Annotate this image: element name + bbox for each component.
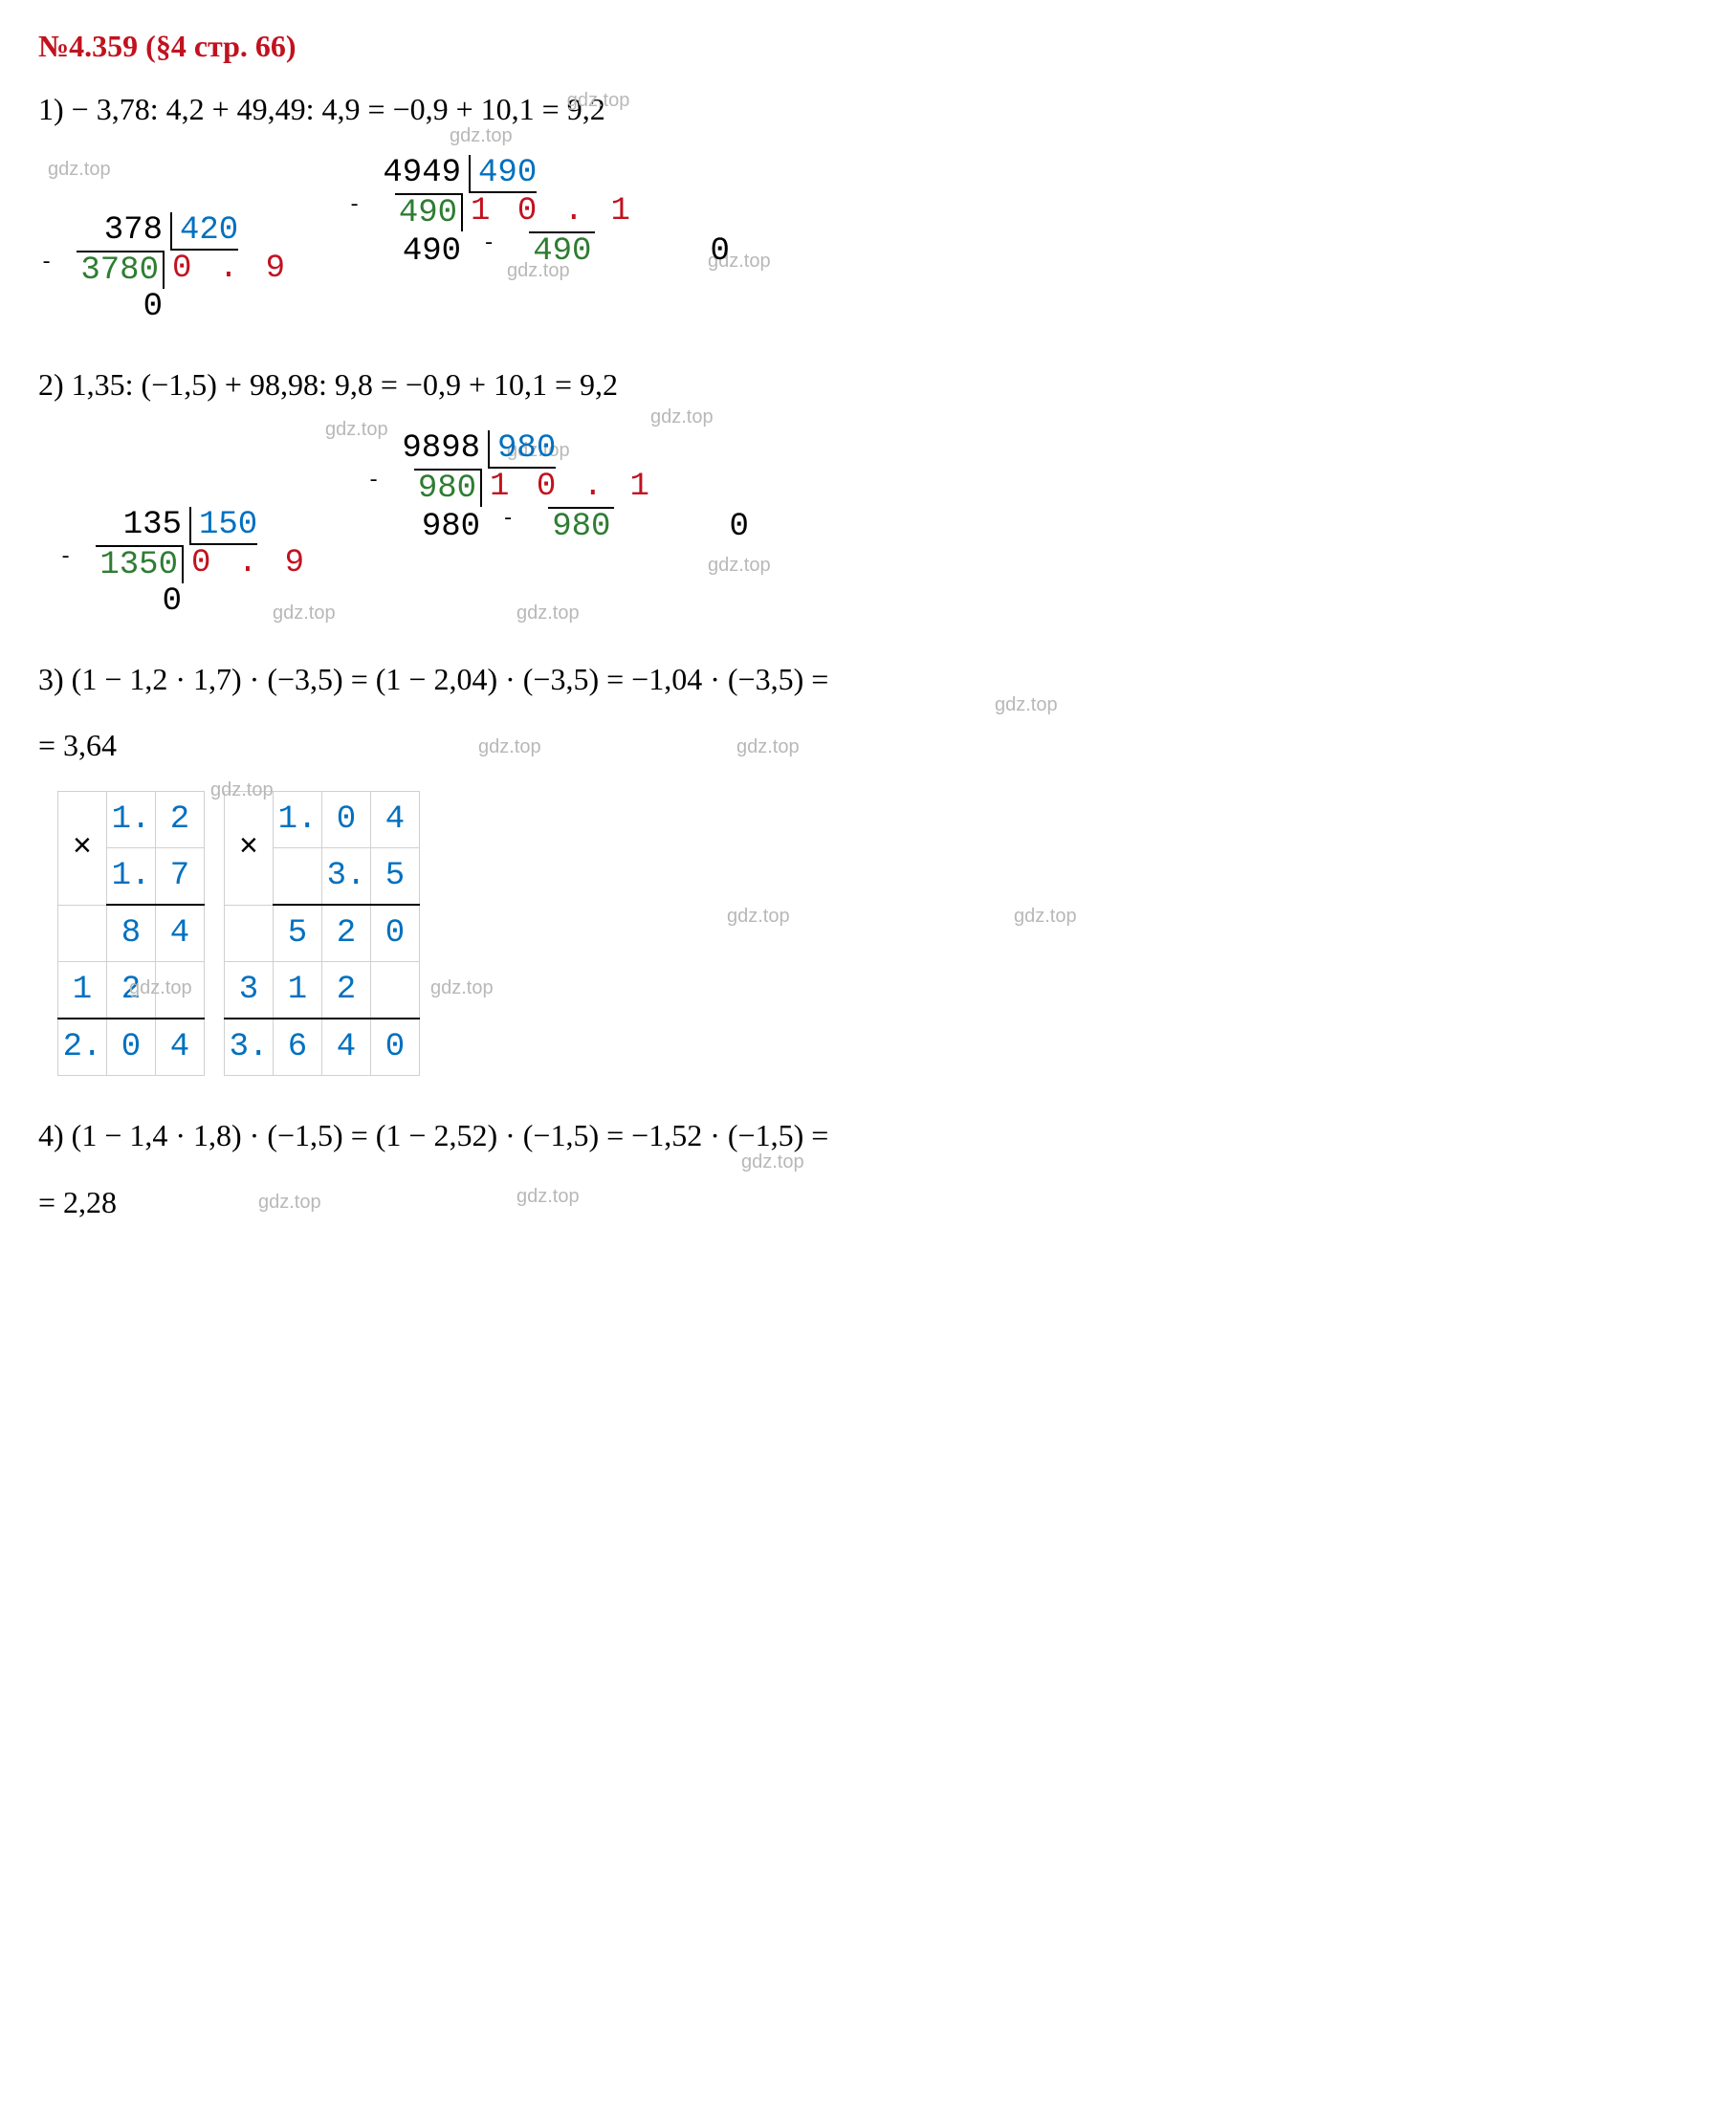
equation-3b-text: = 3,64 <box>38 728 117 762</box>
watermark: gdz.top <box>258 1189 321 1216</box>
mult-symbol: × <box>58 792 107 906</box>
long-division-4949-490: 4949 490 - 490 1 0 . 1 490 - 490 0 <box>346 155 730 270</box>
mid-value: 490 <box>403 233 461 270</box>
cell: 1. <box>107 792 156 848</box>
cell: 4 <box>322 1019 371 1076</box>
cell: 4 <box>156 1019 205 1076</box>
remainder: 0 <box>163 583 182 620</box>
watermark: gdz.top <box>708 555 771 577</box>
cell: 0 <box>371 1019 420 1076</box>
cell: 0 <box>371 905 420 962</box>
cell: 1. <box>107 848 156 906</box>
equation-4b-text: = 2,28 <box>38 1185 117 1219</box>
sub-value: 490 <box>395 193 461 231</box>
remainder: 0 <box>143 289 163 325</box>
cell: 3 <box>225 962 274 1019</box>
dividend: 4949 <box>383 155 461 191</box>
watermark: gdz.top <box>995 691 1058 718</box>
equation-line-3a: 3) (1 − 1,2 · 1,7) · (−3,5) = (1 − 2,04)… <box>38 658 1698 701</box>
watermark: gdz.top <box>736 734 800 760</box>
long-division-378-420: 378 420 - 3780 0 . 9 0 <box>57 212 289 325</box>
quotient: 0 . 9 <box>184 545 308 583</box>
dividend: 135 <box>123 507 182 543</box>
equation-1-text: 1) − 3,78: 4,2 + 49,49: 4,9 = −0,9 + 10,… <box>38 92 605 126</box>
watermark: gdz.top <box>567 90 630 111</box>
equation-line-4a: 4) (1 − 1,4 · 1,8) · (−1,5) = (1 − 2,52)… <box>38 1114 1698 1157</box>
divisor: 980 <box>490 430 556 469</box>
cell: 5 <box>274 905 322 962</box>
watermark: gdz.top <box>210 779 274 801</box>
long-division-9898-980: 9898 980 - 980 1 0 . 1 980 - 980 0 <box>365 430 749 545</box>
cell: 4 <box>371 792 420 848</box>
cell: 6 <box>274 1019 322 1076</box>
remainder: 0 <box>729 509 748 545</box>
sub-value: 3780 <box>77 251 163 289</box>
cell: 4 <box>156 905 205 962</box>
cell <box>371 962 420 1019</box>
watermark: gdz.top <box>129 977 192 999</box>
mid-value: 980 <box>422 509 480 545</box>
long-division-135-150: 135 150 - 1350 0 . 9 0 <box>77 507 308 620</box>
sub-value: 980 <box>414 469 480 507</box>
cell: 2 <box>156 792 205 848</box>
watermark: gdz.top <box>727 906 790 928</box>
watermark: gdz.top <box>478 734 541 760</box>
multiplication-row: gdz.top gdz.top gdz.top gdz.top gdz.top … <box>57 791 1698 1076</box>
cell: 7 <box>156 848 205 906</box>
equation-line-4b: = 2,28 gdz.top gdz.top <box>38 1181 1698 1224</box>
equation-line-1: 1) − 3,78: 4,2 + 49,49: 4,9 = −0,9 + 10,… <box>38 88 1698 131</box>
cell: 3. <box>225 1019 274 1076</box>
watermark: gdz.top <box>48 159 111 181</box>
equation-4a-text: 4) (1 − 1,4 · 1,8) · (−1,5) = (1 − 2,52)… <box>38 1118 828 1152</box>
remainder: 0 <box>710 233 729 270</box>
cell: 1. <box>274 792 322 848</box>
sub-value: 980 <box>548 507 614 545</box>
page-header: №4.359 (§4 стр. 66) <box>38 29 1698 64</box>
mult-table-2: × 1. 0 4 3. 5 5 2 0 3 1 2 3. 6 4 0 <box>224 791 420 1076</box>
equation-line-3b: = 3,64 gdz.top gdz.top gdz.top <box>38 724 1698 767</box>
cell <box>58 905 107 962</box>
sub-value: 490 <box>529 231 595 270</box>
cell: 3. <box>322 848 371 906</box>
cell: 2. <box>58 1019 107 1076</box>
cell: 2 <box>322 905 371 962</box>
cell <box>225 905 274 962</box>
watermark: gdz.top <box>516 603 580 625</box>
cell <box>274 848 322 906</box>
watermark: gdz.top <box>430 977 494 999</box>
quotient: 1 0 . 1 <box>463 193 634 231</box>
dividend: 9898 <box>402 430 480 467</box>
watermark: gdz.top <box>516 1183 580 1210</box>
division-row-2: gdz.top gdz.top gdz.top gdz.top 135 150 … <box>38 430 1698 620</box>
mult-symbol: × <box>225 792 274 906</box>
watermark: gdz.top <box>741 1149 804 1175</box>
equation-line-2: 2) 1,35: (−1,5) + 98,98: 9,8 = −0,9 + 10… <box>38 363 1698 406</box>
cell: 2 <box>322 962 371 1019</box>
division-row-1: gdz.top gdz.top gdz.top 378 420 - 3780 0… <box>38 155 1698 325</box>
watermark: gdz.top <box>1014 906 1077 928</box>
cell: 0 <box>107 1019 156 1076</box>
watermark: gdz.top <box>450 122 513 149</box>
cell: 5 <box>371 848 420 906</box>
sub-value: 1350 <box>96 545 182 583</box>
watermark: gdz.top <box>650 404 714 430</box>
cell: 0 <box>322 792 371 848</box>
cell: 1 <box>58 962 107 1019</box>
mult-table-1: × 1. 2 1. 7 8 4 1 2 2. 0 4 <box>57 791 205 1076</box>
divisor: 150 <box>191 507 257 545</box>
divisor: 490 <box>471 155 537 193</box>
cell: 8 <box>107 905 156 962</box>
cell: 1 <box>274 962 322 1019</box>
quotient: 1 0 . 1 <box>482 469 653 507</box>
divisor: 420 <box>172 212 238 251</box>
dividend: 378 <box>104 212 163 249</box>
quotient: 0 . 9 <box>165 251 289 289</box>
equation-2-text: 2) 1,35: (−1,5) + 98,98: 9,8 = −0,9 + 10… <box>38 367 618 402</box>
